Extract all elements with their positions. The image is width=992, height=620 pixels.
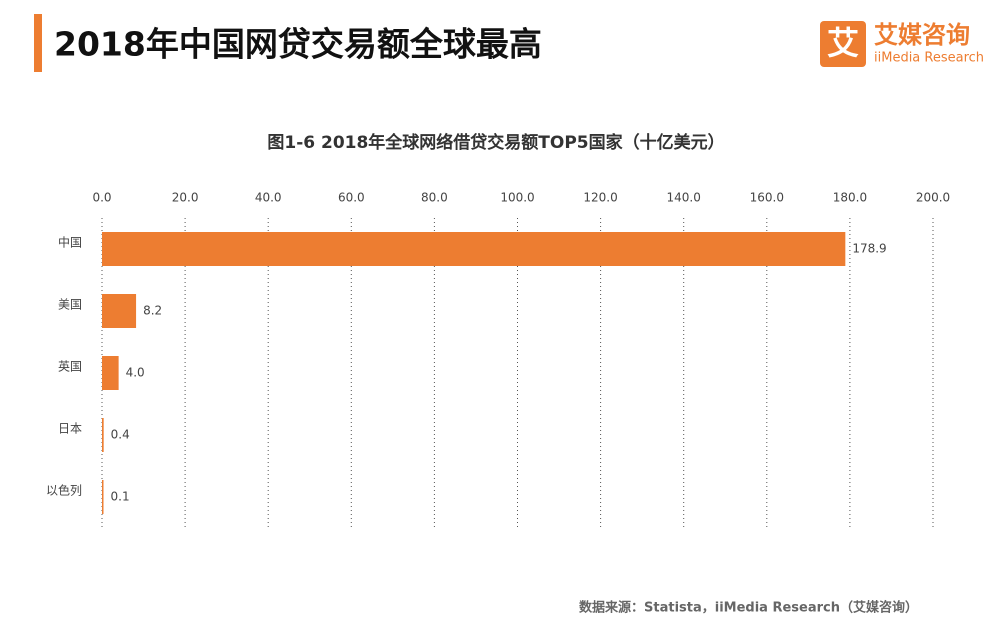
logo-box [820, 21, 866, 67]
y-tick-label: 中国 [58, 235, 82, 250]
x-tick-label: 100.0 [500, 191, 534, 205]
x-tick-label: 200.0 [916, 191, 950, 205]
x-tick-label: 120.0 [583, 191, 617, 205]
value-label: 0.1 [111, 490, 130, 504]
logo-icon: 艾 [827, 24, 859, 62]
bar [102, 232, 846, 266]
bar [102, 418, 104, 452]
y-tick-label: 英国 [58, 360, 82, 374]
title-accent [34, 14, 42, 72]
chart-title: 图1-6 2018年全球网络借贷交易额TOP5国家（十亿美元） [267, 132, 724, 153]
y-tick-label: 以色列 [46, 484, 82, 498]
bar [102, 480, 104, 514]
value-label: 8.2 [143, 304, 162, 318]
page-title: 2018年中国网贷交易额全球最高 [54, 25, 542, 64]
x-tick-label: 80.0 [421, 191, 448, 205]
x-tick-label: 180.0 [833, 191, 867, 205]
x-tick-label: 140.0 [667, 191, 701, 205]
source: 数据来源：Statista，iiMedia Research（艾媒咨询） [579, 600, 918, 616]
logo-sub: iiMedia Research [874, 51, 984, 66]
bar [102, 294, 137, 328]
logo-name: 艾媒咨询 [874, 21, 970, 49]
y-tick-label: 美国 [58, 298, 82, 312]
x-tick-label: 0.0 [92, 191, 111, 205]
value-label: 178.9 [852, 242, 886, 256]
value-label: 4.0 [126, 366, 145, 380]
x-tick-label: 40.0 [255, 191, 282, 205]
bar [102, 356, 119, 390]
y-tick-label: 日本 [58, 422, 82, 436]
x-tick-label: 20.0 [172, 191, 199, 205]
x-tick-label: 160.0 [750, 191, 784, 205]
x-tick-label: 60.0 [338, 191, 365, 205]
value-label: 0.4 [111, 428, 130, 442]
